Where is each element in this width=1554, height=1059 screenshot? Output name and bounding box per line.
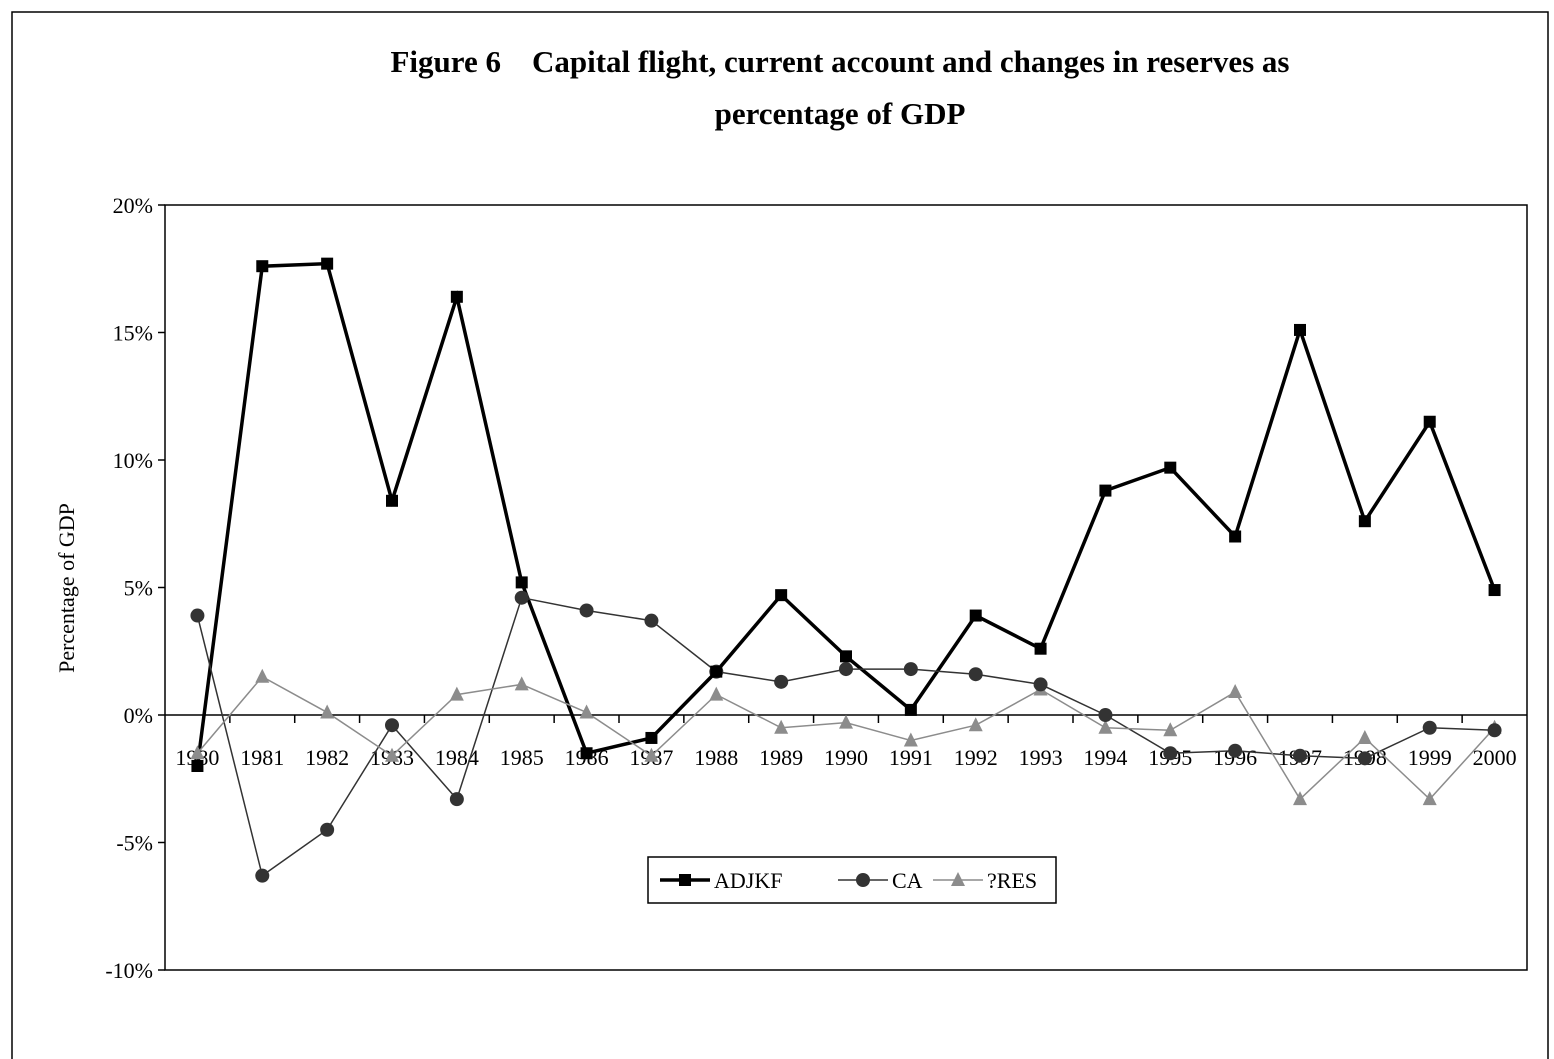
frame (11, 11, 1549, 1059)
data-point (450, 290, 463, 303)
data-point (1488, 584, 1501, 597)
data-point (968, 717, 983, 732)
series-line (196, 675, 1496, 801)
data-point (385, 747, 399, 762)
data-point (840, 650, 852, 663)
y-tick-label: 0% (124, 703, 153, 728)
data-point (321, 257, 334, 270)
data-point (1228, 743, 1243, 758)
data-point (1358, 515, 1371, 528)
data-point (1163, 722, 1178, 737)
x-tick-label: 1992 (954, 745, 998, 770)
data-point (449, 686, 464, 701)
legend-label: CA (892, 868, 923, 893)
data-point (644, 613, 659, 628)
x-tick-label: 1989 (759, 745, 803, 770)
data-point (255, 868, 270, 883)
data-point (839, 714, 853, 729)
data-point (1098, 719, 1113, 734)
data-point (514, 590, 529, 605)
chart-title: percentage of GDP (715, 96, 966, 131)
legend-marker (951, 872, 965, 886)
data-point (1357, 751, 1372, 766)
legend-label: ADJKF (714, 868, 782, 893)
data-point (190, 608, 205, 623)
data-point (320, 704, 335, 719)
data-point (1033, 677, 1048, 692)
x-tick-label: 1985 (500, 745, 544, 770)
data-point (839, 662, 853, 677)
data-point (644, 747, 659, 762)
data-point (449, 792, 464, 807)
data-point (580, 747, 593, 760)
data-point (775, 589, 788, 602)
data-point (969, 609, 982, 622)
data-point (1293, 748, 1307, 763)
data-point (709, 686, 724, 701)
legend-label: ?RES (987, 868, 1037, 893)
data-point (256, 260, 269, 273)
y-axis-label: Percentage of GDP (54, 503, 79, 673)
data-point (1422, 791, 1437, 806)
data-point (1098, 708, 1113, 722)
data-point (1487, 723, 1502, 738)
data-point (903, 662, 918, 677)
data-point (645, 731, 658, 744)
x-tick-label: 1981 (240, 745, 284, 770)
data-point (904, 703, 917, 716)
data-point (190, 745, 205, 760)
data-point (1164, 461, 1177, 474)
data-point (579, 704, 594, 719)
data-point (903, 732, 918, 747)
data-point (515, 576, 528, 589)
legend-marker (679, 874, 691, 886)
x-tick-label: 1990 (824, 745, 868, 770)
x-tick-label: 1999 (1408, 745, 1452, 770)
data-point (774, 674, 789, 689)
x-tick-label: 1994 (1083, 745, 1127, 770)
data-point (1294, 323, 1306, 336)
x-tick-label: 1993 (1019, 745, 1063, 770)
data-point (191, 760, 204, 772)
data-point (385, 718, 399, 733)
data-point (1422, 720, 1437, 735)
y-tick-label: 15% (113, 321, 153, 346)
y-tick-label: -10% (105, 958, 153, 983)
y-tick-label: -5% (116, 831, 153, 856)
x-tick-label: 1991 (889, 745, 933, 770)
x-tick-label: 1988 (694, 745, 738, 770)
data-point (1099, 484, 1112, 497)
data-point (1357, 729, 1372, 744)
chart-title: Figure 6 Capital flight, current account… (391, 44, 1290, 79)
data-point (386, 494, 398, 507)
series-line (195, 261, 1497, 767)
data-point (1423, 415, 1436, 428)
x-tick-label: 1984 (435, 745, 479, 770)
series-line (196, 596, 1495, 877)
x-tick-label: 1982 (305, 745, 349, 770)
data-point (514, 676, 529, 691)
data-point (774, 719, 789, 734)
data-point (579, 603, 594, 618)
data-point (1293, 791, 1307, 806)
y-tick-label: 20% (113, 193, 153, 218)
data-point (968, 667, 983, 682)
data-point (320, 822, 335, 837)
y-tick-label: 5% (124, 576, 153, 601)
data-point (1163, 746, 1178, 761)
plot-area (164, 204, 1528, 971)
x-tick-label: 2000 (1473, 745, 1517, 770)
data-point (1034, 642, 1047, 655)
y-tick-label: 10% (113, 448, 153, 473)
data-point (255, 668, 270, 683)
data-point (1228, 684, 1243, 699)
data-point (710, 665, 723, 678)
data-point (1229, 530, 1242, 543)
legend-marker (856, 873, 870, 887)
